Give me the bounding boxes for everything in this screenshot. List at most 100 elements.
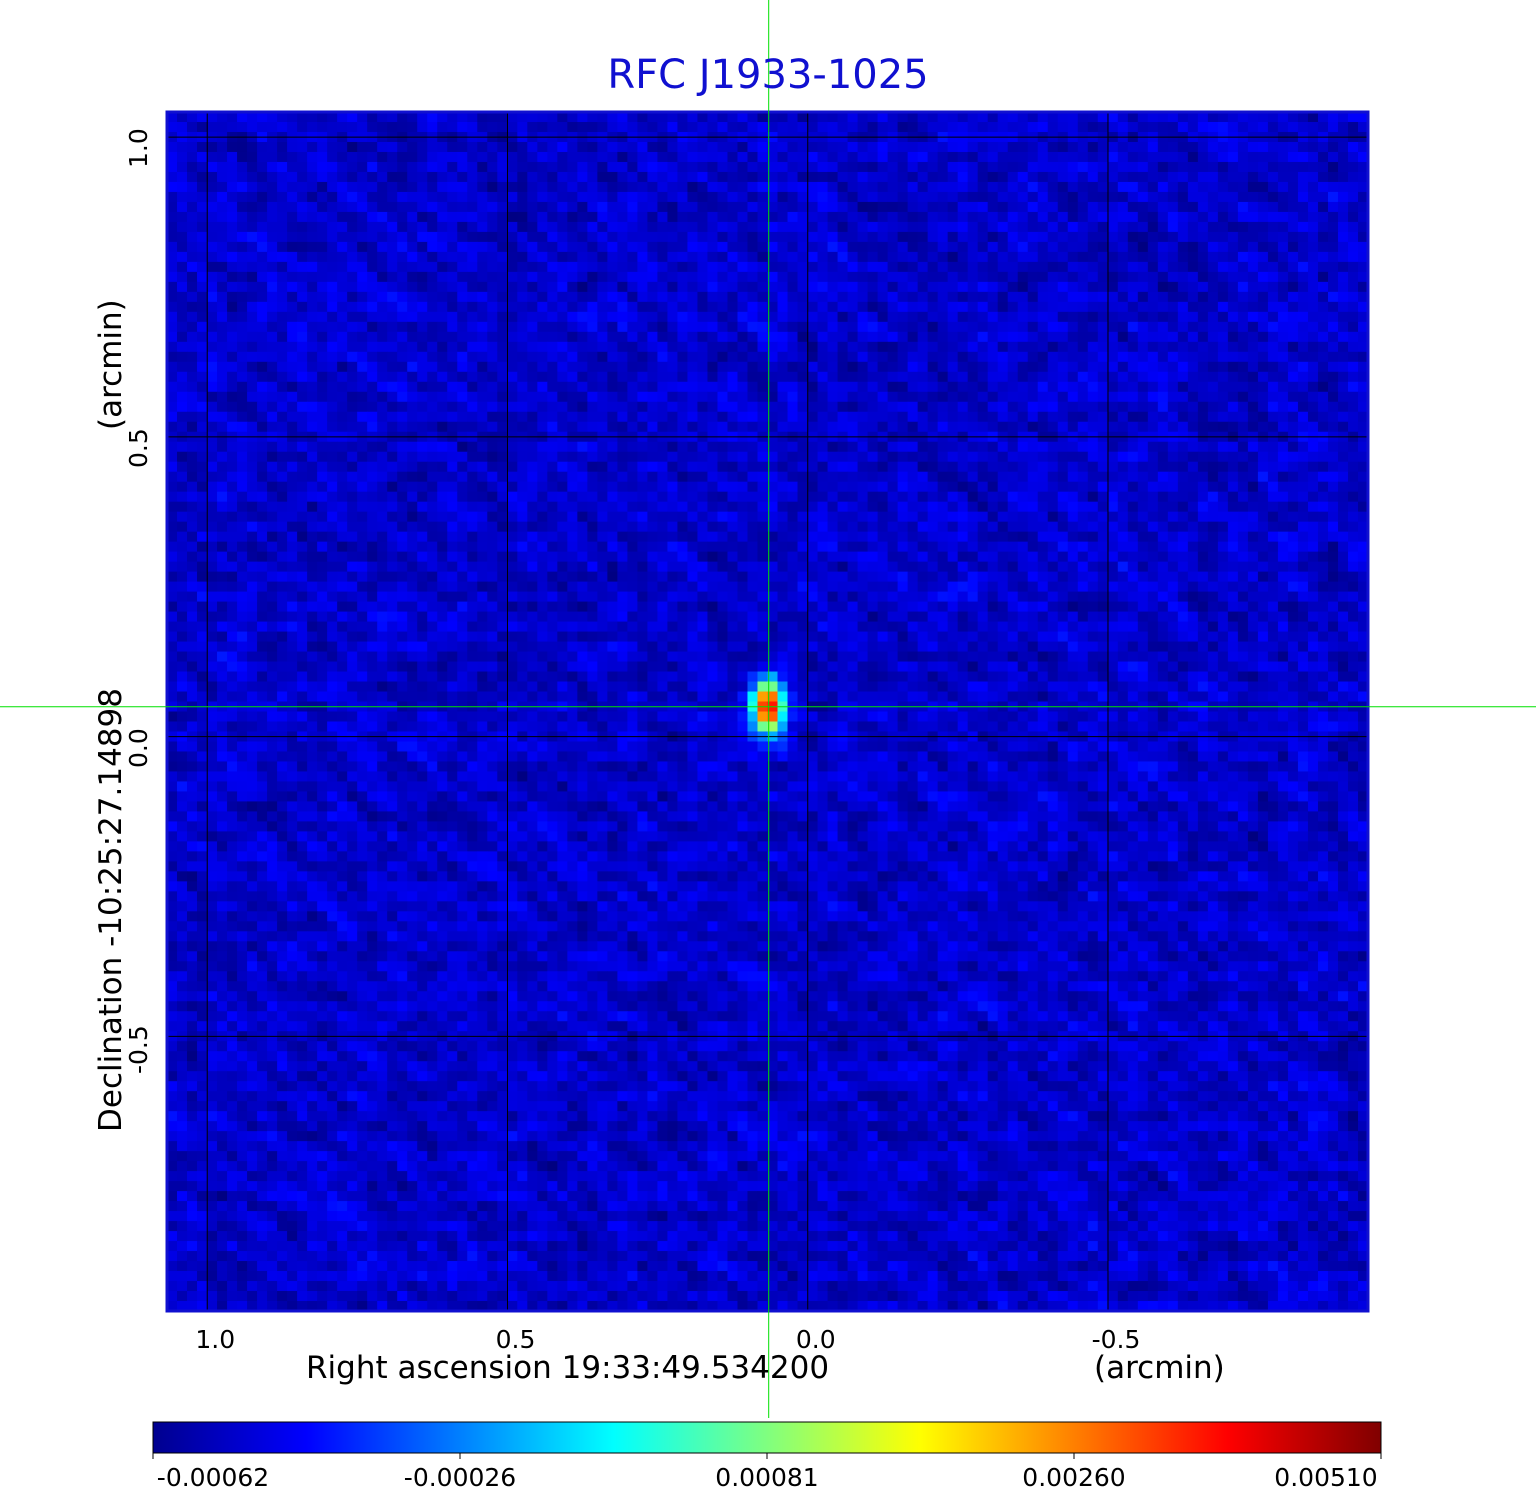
heatmap-cell: [367, 371, 378, 383]
heatmap-cell: [377, 391, 388, 403]
heatmap-cell: [377, 321, 388, 333]
heatmap-cell: [837, 501, 849, 513]
heatmap-cell: [807, 251, 819, 263]
heatmap-cell: [207, 511, 218, 523]
heatmap-cell: [567, 161, 578, 173]
heatmap-cell: [987, 451, 999, 463]
heatmap-cell: [167, 381, 178, 393]
heatmap-cell: [477, 271, 488, 283]
heatmap-cell: [1207, 261, 1219, 273]
heatmap-cell: [1287, 361, 1299, 373]
heatmap-cell: [977, 401, 989, 413]
heatmap-cell: [1167, 471, 1179, 483]
heatmap-cell: [1267, 311, 1279, 323]
heatmap-cell: [297, 411, 308, 423]
heatmap-cell: [1017, 471, 1029, 483]
heatmap-cell: [387, 361, 398, 373]
heatmap-cell: [377, 511, 388, 523]
heatmap-cell: [417, 261, 428, 273]
heatmap-cell: [737, 351, 749, 363]
heatmap-cell: [1297, 191, 1309, 203]
heatmap-cell: [717, 311, 729, 323]
heatmap-cell: [1317, 381, 1329, 393]
heatmap-cell: [247, 481, 258, 493]
heatmap-cell: [387, 171, 398, 183]
heatmap-cell: [967, 311, 979, 323]
heatmap-cell: [767, 511, 779, 523]
heatmap-cell: [417, 171, 428, 183]
heatmap-cell: [1107, 461, 1119, 473]
heatmap-cell: [627, 521, 638, 533]
heatmap-cell: [1087, 381, 1099, 393]
heatmap-cell: [487, 281, 498, 293]
heatmap-cell: [587, 151, 598, 163]
heatmap-cell: [887, 151, 899, 163]
heatmap-cell: [1077, 121, 1089, 133]
heatmap-cell: [567, 181, 578, 193]
heatmap-cell: [737, 481, 749, 493]
heatmap-cell: [1217, 491, 1229, 503]
heatmap-cell: [627, 481, 638, 493]
heatmap-cell: [227, 351, 238, 363]
heatmap-cell: [577, 391, 588, 403]
heatmap-cell: [1037, 151, 1049, 163]
heatmap-cell: [377, 291, 388, 303]
heatmap-cell: [1217, 401, 1229, 413]
heatmap-cell: [247, 231, 258, 243]
heatmap-cell: [987, 471, 999, 483]
heatmap-cell: [507, 401, 518, 413]
heatmap-cell: [1137, 321, 1149, 333]
heatmap-cell: [1197, 231, 1209, 243]
heatmap-cell: [667, 391, 679, 403]
heatmap-cell: [587, 271, 598, 283]
heatmap-cell: [217, 211, 228, 223]
heatmap-cell: [1327, 121, 1339, 133]
heatmap-cell: [1127, 351, 1139, 363]
heatmap-cell: [307, 231, 318, 243]
heatmap-cell: [947, 401, 959, 413]
heatmap-cell: [277, 421, 288, 433]
heatmap-cell: [447, 201, 458, 213]
heatmap-cell: [1267, 441, 1279, 453]
heatmap-cell: [437, 411, 448, 423]
heatmap-cell: [567, 321, 578, 333]
heatmap-cell: [367, 361, 378, 373]
heatmap-cell: [897, 161, 909, 173]
heatmap-cell: [817, 511, 829, 523]
heatmap-cell: [267, 331, 278, 343]
heatmap-cell: [417, 421, 428, 433]
heatmap-cell: [537, 201, 548, 213]
heatmap-cell: [817, 361, 829, 373]
heatmap-cell: [337, 341, 348, 353]
heatmap-cell: [467, 311, 478, 323]
heatmap-cell: [197, 221, 208, 233]
heatmap-cell: [327, 391, 338, 403]
heatmap-cell: [407, 331, 418, 343]
heatmap-cell: [437, 271, 448, 283]
heatmap-cell: [1177, 371, 1189, 383]
heatmap-cell: [467, 211, 478, 223]
heatmap-cell: [467, 121, 478, 133]
heatmap-cell: [977, 331, 989, 343]
heatmap-cell: [367, 291, 378, 303]
heatmap-cell: [347, 341, 358, 353]
heatmap-cell: [777, 331, 789, 343]
heatmap-cell: [1207, 291, 1219, 303]
heatmap-cell: [677, 521, 689, 533]
heatmap-cell: [897, 171, 909, 183]
heatmap-cell: [947, 321, 959, 333]
heatmap-cell: [1327, 181, 1339, 193]
heatmap-cell: [1077, 361, 1089, 373]
heatmap-cell: [1167, 331, 1179, 343]
heatmap-cell: [667, 471, 679, 483]
heatmap-cell: [787, 271, 799, 283]
heatmap-cell: [527, 201, 538, 213]
heatmap-cell: [277, 251, 288, 263]
heatmap-cell: [607, 271, 618, 283]
heatmap-cell: [1197, 351, 1209, 363]
heatmap-cell: [817, 231, 829, 243]
heatmap-cell: [647, 421, 659, 433]
heatmap-cell: [247, 171, 258, 183]
heatmap-cell: [1007, 401, 1019, 413]
heatmap-cell: [1097, 121, 1109, 133]
